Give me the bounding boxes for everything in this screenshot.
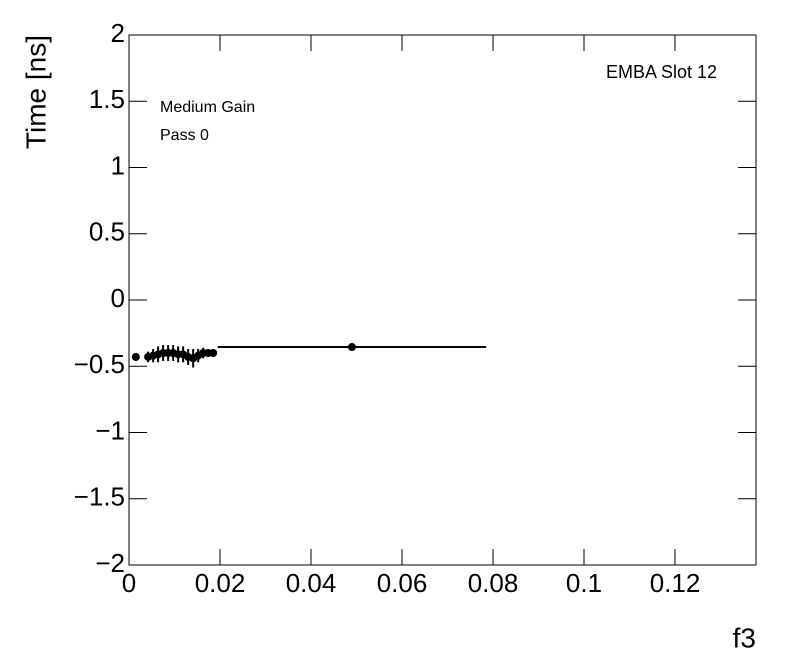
y-tick-label: −1.5 <box>74 482 125 512</box>
annotation: Pass 0 <box>160 127 209 144</box>
x-tick-label: 0.12 <box>650 568 701 598</box>
y-tick-label: −2 <box>95 548 125 578</box>
x-tick-label: 0.08 <box>468 568 519 598</box>
annotation: Medium Gain <box>160 99 255 116</box>
y-tick-label: 1.5 <box>89 84 125 114</box>
y-tick-label: −1 <box>95 415 125 445</box>
point <box>131 352 140 361</box>
point <box>209 349 218 357</box>
y-tick-label: 0 <box>111 283 125 313</box>
y-tick-label: 0.5 <box>89 217 125 247</box>
annotation: EMBA Slot 12 <box>606 62 717 82</box>
x-axis-title: f3 <box>733 622 756 653</box>
y-tick-label: 1 <box>111 150 125 180</box>
y-tick-label: 2 <box>111 18 125 48</box>
y-axis-title: Time [ns] <box>20 35 51 149</box>
point <box>347 343 356 352</box>
x-tick-label: 0.06 <box>377 568 428 598</box>
x-tick-label: 0.04 <box>286 568 337 598</box>
y-tick-label: −0.5 <box>74 349 125 379</box>
x-tick-label: 0.1 <box>566 568 602 598</box>
x-tick-label: 0.02 <box>195 568 246 598</box>
x-tick-label: 0 <box>122 568 136 598</box>
